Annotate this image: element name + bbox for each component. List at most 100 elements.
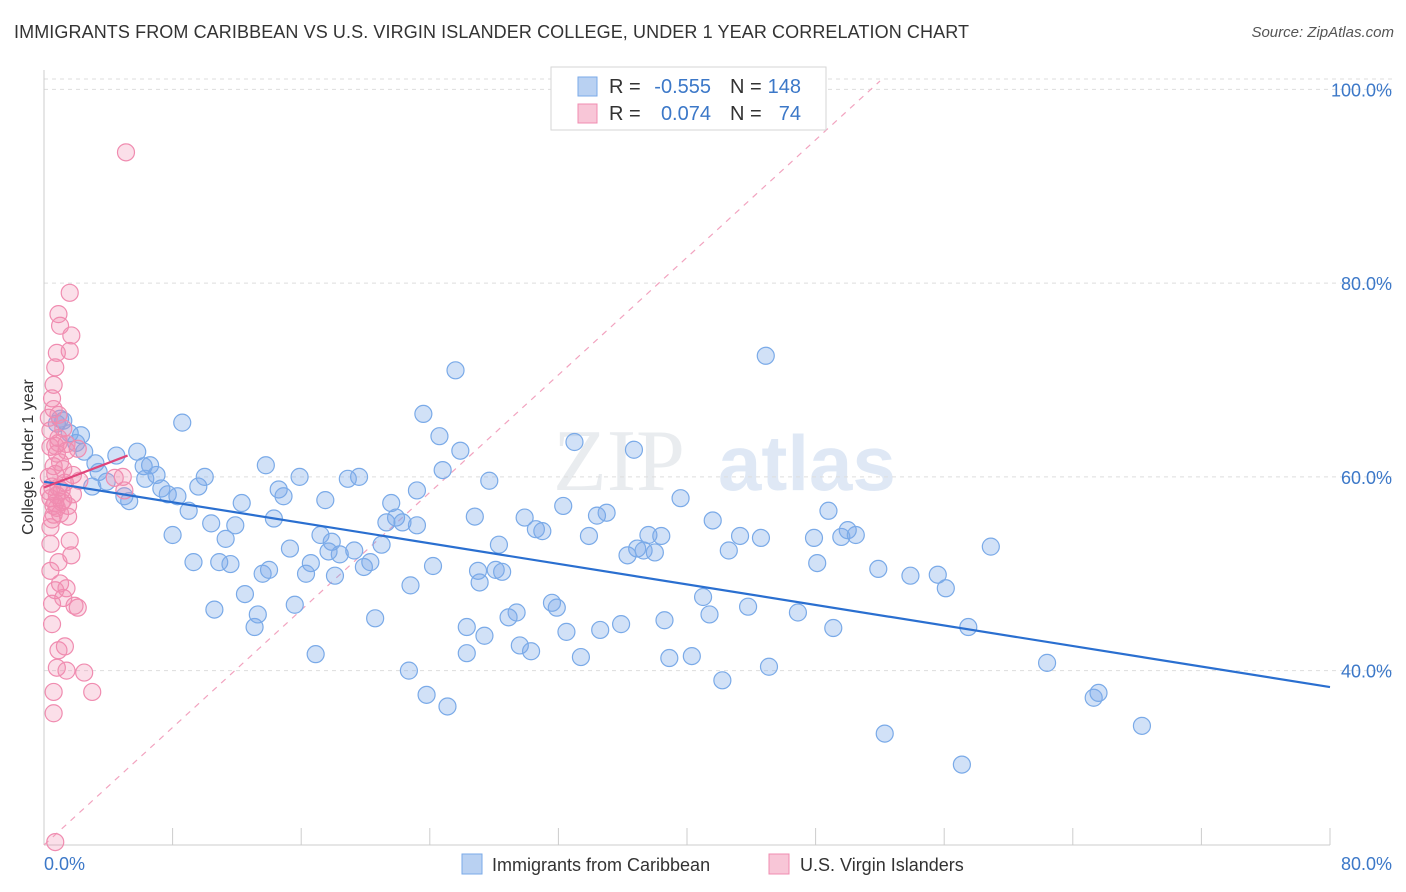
virgin-islander-point xyxy=(44,375,63,394)
caribbean-point xyxy=(936,579,955,598)
caribbean-point xyxy=(719,541,738,560)
caribbean-point xyxy=(751,528,771,548)
series-immigrants-from-caribbean xyxy=(47,346,1152,774)
caribbean-point xyxy=(71,426,91,445)
stats-n-label-1: N = xyxy=(730,76,762,98)
caribbean-point xyxy=(173,413,192,432)
caribbean-point xyxy=(597,503,616,522)
caribbean-point xyxy=(382,493,401,513)
caribbean-point xyxy=(928,565,947,584)
y-tick-label-100: 100.0% xyxy=(1331,80,1392,100)
stats-r-label-2: R = xyxy=(609,103,641,125)
stats-n-label-2: N = xyxy=(730,103,762,125)
caribbean-point xyxy=(184,553,203,572)
caribbean-point xyxy=(846,525,865,545)
caribbean-point xyxy=(465,507,484,526)
caribbean-point xyxy=(301,553,320,573)
caribbean-point xyxy=(290,467,309,486)
virgin-islander-point xyxy=(50,504,70,523)
virgin-islander-point xyxy=(54,491,73,510)
virgin-islander-point xyxy=(47,658,66,677)
caribbean-point xyxy=(401,576,420,595)
caribbean-point xyxy=(628,539,647,558)
caribbean-point xyxy=(526,520,545,539)
caribbean-point xyxy=(571,647,591,667)
stats-r-value-2: 0.074 xyxy=(661,103,711,125)
caribbean-point xyxy=(285,595,304,614)
caribbean-point xyxy=(832,527,851,547)
legend-swatch-pink xyxy=(768,853,790,875)
virgin-islander-point xyxy=(46,581,65,600)
caribbean-point xyxy=(195,467,214,486)
caribbean-point xyxy=(660,648,679,668)
legend-label-virgin-islanders: U.S. Virgin Islanders xyxy=(800,855,964,875)
caribbean-point xyxy=(274,487,293,506)
gridlines xyxy=(44,78,1392,672)
diagonal-reference-line xyxy=(43,80,881,846)
caribbean-point xyxy=(325,566,345,585)
x-axis-ticks xyxy=(43,828,1331,845)
caribbean-point xyxy=(296,564,316,583)
virgin-islander-point xyxy=(44,399,63,419)
caribbean-point xyxy=(557,622,576,641)
caribbean-point xyxy=(372,535,391,554)
caribbean-point xyxy=(693,587,713,607)
stats-box: R = -0.555 N = 148 R = 0.074 N = 74 xyxy=(550,66,827,131)
caribbean-point xyxy=(875,724,894,743)
watermark: ZIP atlas xyxy=(553,413,896,510)
caribbean-point xyxy=(451,441,470,460)
caribbean-point xyxy=(788,603,808,622)
caribbean-point xyxy=(306,645,325,664)
caribbean-point xyxy=(319,542,338,561)
caribbean-point xyxy=(507,603,526,622)
caribbean-point xyxy=(280,539,300,558)
stats-r-label-1: R = xyxy=(609,76,641,98)
caribbean-point xyxy=(468,561,488,580)
virgin-islander-point xyxy=(44,704,63,723)
x-tick-label-max: 80.0% xyxy=(1341,854,1392,874)
caribbean-point xyxy=(430,427,449,446)
virgin-islander-point xyxy=(42,615,62,634)
caribbean-point xyxy=(703,511,722,530)
caribbean-point xyxy=(756,346,775,365)
caribbean-point xyxy=(221,554,240,574)
caribbean-point xyxy=(202,514,221,533)
caribbean-point xyxy=(330,545,349,564)
series-us-virgin-islanders xyxy=(39,143,136,852)
caribbean-point xyxy=(655,611,674,630)
trend-line-virgin-islanders xyxy=(43,454,128,489)
virgin-islander-point xyxy=(44,682,63,702)
caribbean-point xyxy=(316,491,335,510)
caribbean-point xyxy=(759,657,779,676)
caribbean-point xyxy=(1089,683,1108,703)
caribbean-point xyxy=(216,529,235,548)
caribbean-point xyxy=(361,553,380,572)
legend: Immigrants from Caribbean U.S. Virgin Is… xyxy=(461,853,964,875)
x-tick-label-min: 0.0% xyxy=(44,854,85,874)
caribbean-point xyxy=(480,471,499,490)
caribbean-point xyxy=(189,477,208,496)
caribbean-point xyxy=(1037,653,1057,672)
caribbean-point xyxy=(981,537,1000,556)
caribbean-point xyxy=(232,493,251,513)
virgin-islander-point xyxy=(57,441,76,460)
caribbean-point xyxy=(407,481,427,500)
caribbean-point xyxy=(399,661,419,680)
virgin-islander-point xyxy=(41,534,60,553)
caribbean-point xyxy=(210,553,229,572)
stats-n-value-1: 148 xyxy=(768,76,801,98)
caribbean-point xyxy=(226,516,245,535)
stats-swatch-blue xyxy=(577,76,598,97)
caribbean-point xyxy=(377,513,396,532)
virgin-islander-point xyxy=(46,832,65,852)
y-axis-label: College, Under 1 year xyxy=(20,379,37,535)
caribbean-point xyxy=(738,597,758,616)
legend-swatch-blue xyxy=(461,853,483,875)
caribbean-point xyxy=(134,457,153,476)
caribbean-point xyxy=(547,598,566,617)
virgin-islander-point xyxy=(65,596,84,615)
trend-lines xyxy=(43,454,1331,689)
caribbean-point xyxy=(470,573,489,592)
virgin-islander-point xyxy=(46,358,65,377)
